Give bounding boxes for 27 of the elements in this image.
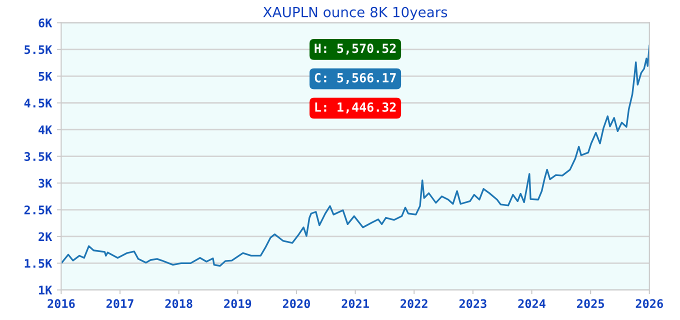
y-tick-label: 1.5K [24, 259, 52, 268]
chart-title: XAUPLN ounce 8K 10years [263, 6, 448, 20]
x-tick-label: 2018 [165, 299, 192, 308]
y-tick-label: 4K [38, 125, 52, 134]
annotation: H: 5,570.52 [314, 44, 396, 55]
line-series [61, 44, 650, 267]
x-tick-label: 2020 [282, 299, 310, 308]
x-tick-label: 2016 [48, 299, 75, 308]
x-tick-label: 2017 [106, 299, 134, 308]
x-tick-label: 2025 [577, 299, 604, 308]
x-tick-label: 2026 [636, 299, 663, 308]
y-tick-label: 3.5K [24, 152, 52, 161]
x-tick-label: 2021 [342, 299, 369, 308]
x-tick-label: 2019 [224, 299, 252, 308]
y-tick-label: 6K [38, 18, 52, 28]
y-tick-label: 5K [38, 72, 52, 81]
y-tick-label: 2.5K [24, 205, 52, 214]
annotation: C: 5,566.17 [314, 73, 396, 84]
x-tick-label: 2024 [518, 299, 546, 308]
y-tick-label: 5.5K [24, 45, 52, 54]
y-tick-label: 4.5K [24, 98, 52, 108]
y-tick-label: 2K [38, 232, 52, 241]
annotation: L: 1,446.32 [315, 102, 396, 114]
x-tick-label: 2022 [400, 299, 428, 308]
y-tick-label: 1K [39, 286, 52, 294]
y-tick-label: 3K [38, 178, 52, 188]
x-tick-label: 2023 [459, 299, 486, 308]
